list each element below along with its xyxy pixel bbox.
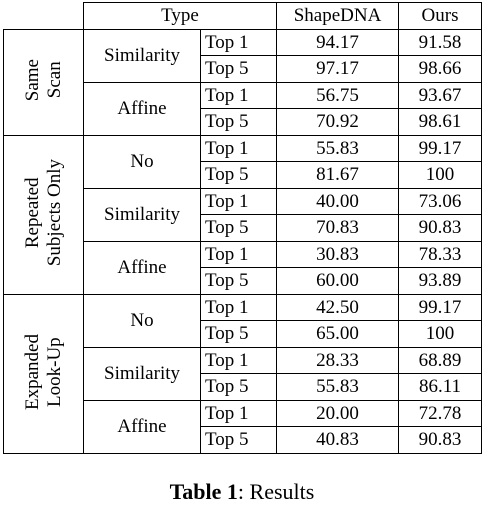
group-label: Repeated Subjects Only: [22, 159, 66, 266]
shapedna-value: 56.75: [276, 81, 399, 109]
topk-cell: Top 5: [200, 55, 277, 83]
ours-value: 98.61: [398, 108, 482, 136]
ours-value: 68.89: [398, 346, 482, 374]
shapedna-value: 40.00: [276, 187, 399, 215]
table-row: Top 5 97.17 98.66: [4, 55, 482, 83]
ours-value: 93.89: [398, 267, 482, 295]
shapedna-value: 70.92: [276, 108, 399, 136]
group-label-line: Subjects Only: [43, 158, 65, 267]
subgroup-label: Affine: [83, 399, 201, 454]
shapedna-value: 81.67: [276, 161, 399, 189]
topk-cell: Top 1: [200, 240, 277, 268]
shapedna-value: 28.33: [276, 346, 399, 374]
subgroup-label: Similarity: [83, 346, 201, 401]
shapedna-value: 55.83: [276, 134, 399, 162]
table-row: Similarity Top 1 40.00 73.06: [4, 187, 482, 242]
table-row: Similarity Top 1 28.33 68.89: [4, 346, 482, 401]
group-label-line: Repeated: [21, 177, 43, 248]
subgroup-label: No: [83, 293, 201, 348]
table-row: Top 5 81.67 100: [4, 161, 482, 189]
shapedna-value: 65.00: [276, 320, 399, 348]
subgroup-label: Affine: [83, 240, 201, 295]
topk-cell: Top 5: [200, 161, 277, 189]
group-label-cell: Same Scan: [3, 28, 84, 136]
group-label: Expanded Look-Up: [22, 334, 66, 410]
table-body: Same Scan Similarity Top 1 94.17 91.58 Top 5 97…: [3, 28, 482, 454]
table-row: Top 5 65.00 100: [4, 320, 482, 348]
table-row: Top 5 70.83 90.83: [4, 214, 482, 242]
shapedna-value: 42.50: [276, 293, 399, 321]
subgroup-label: Affine: [83, 81, 201, 136]
ours-value: 93.67: [398, 81, 482, 109]
topk-cell: Top 1: [200, 28, 277, 56]
topk-cell: Top 5: [200, 214, 277, 242]
table-row: Expanded Look-Up No Top 1 42.50 99.17: [3, 293, 482, 454]
results-table: Type ShapeDNA Ours Same Scan Similarity Top…: [3, 2, 482, 454]
group-label-cell: Expanded Look-Up: [3, 293, 84, 454]
group-label-line: Expanded: [21, 333, 43, 410]
topk-cell: Top 1: [200, 399, 277, 427]
table-row: Top 5 60.00 93.89: [4, 267, 482, 295]
ours-value: 91.58: [398, 28, 482, 56]
table-row: Top 5 40.83 90.83: [4, 426, 482, 454]
table-row: Repeated Subjects Only No Top 1 55.83 99.17: [3, 134, 482, 295]
ours-value: 100: [398, 320, 482, 348]
ours-value: 72.78: [398, 399, 482, 427]
shapedna-value: 97.17: [276, 55, 399, 83]
topk-cell: Top 5: [200, 267, 277, 295]
table-caption: Table 1: Results: [0, 479, 484, 505]
subgroup-label: Similarity: [83, 28, 201, 83]
topk-cell: Top 1: [200, 81, 277, 109]
ours-value: 90.83: [398, 426, 482, 454]
ours-value: 78.33: [398, 240, 482, 268]
subgroup-label: Similarity: [83, 187, 201, 242]
group-label: Same Scan: [22, 59, 66, 101]
table-row: Same Scan Similarity Top 1 94.17 91.58: [3, 28, 482, 136]
ours-value: 99.17: [398, 134, 482, 162]
topk-cell: Top 1: [200, 293, 277, 321]
ours-value: 98.66: [398, 55, 482, 83]
shapedna-value: 70.83: [276, 214, 399, 242]
ours-value: 86.11: [398, 373, 482, 401]
shapedna-value: 30.83: [276, 240, 399, 268]
ours-value: 73.06: [398, 187, 482, 215]
header-corner-blank: [3, 2, 84, 30]
topk-cell: Top 5: [200, 426, 277, 454]
shapedna-value: 55.83: [276, 373, 399, 401]
group-label-line: Look-Up: [43, 336, 65, 407]
topk-cell: Top 5: [200, 373, 277, 401]
shapedna-value: 20.00: [276, 399, 399, 427]
shapedna-value: 94.17: [276, 28, 399, 56]
group-label-line: Same: [21, 58, 43, 102]
ours-value: 90.83: [398, 214, 482, 242]
group-label-cell: Repeated Subjects Only: [3, 134, 84, 295]
shapedna-value: 40.83: [276, 426, 399, 454]
topk-cell: Top 1: [200, 346, 277, 374]
table-row: Affine Top 1 20.00 72.78: [4, 399, 482, 454]
subgroup-label: No: [83, 134, 201, 189]
topk-cell: Top 5: [200, 108, 277, 136]
topk-cell: Top 1: [200, 134, 277, 162]
topk-cell: Top 5: [200, 320, 277, 348]
table-row: Top 5 70.92 98.61: [4, 108, 482, 136]
topk-cell: Top 1: [200, 187, 277, 215]
header-type: Type: [83, 2, 277, 30]
ours-value: 99.17: [398, 293, 482, 321]
table-row: Affine Top 1 56.75 93.67: [4, 81, 482, 136]
ours-value: 100: [398, 161, 482, 189]
header-ours: Ours: [398, 2, 482, 30]
header-shapedna: ShapeDNA: [276, 2, 399, 30]
group-label-line: Scan: [43, 61, 65, 99]
shapedna-value: 60.00: [276, 267, 399, 295]
table-header-row: Type ShapeDNA Ours: [3, 2, 482, 30]
table-row: Affine Top 1 30.83 78.33: [4, 240, 482, 295]
